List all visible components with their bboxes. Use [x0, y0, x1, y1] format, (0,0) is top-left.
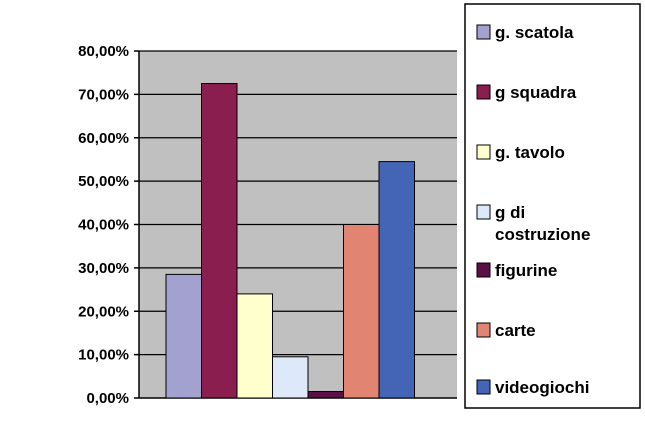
y-tick-label-2: 20,00%: [78, 303, 129, 320]
legend-swatch-videogiochi: [476, 379, 491, 395]
bar-g-scatola: [165, 273, 202, 399]
legend-swatch-g-scatola: [476, 24, 491, 40]
legend-label-figurine: figurine: [495, 261, 557, 280]
legend-box: [464, 3, 641, 409]
y-tick-label-5: 50,00%: [78, 173, 129, 190]
legend-swatch-carte: [476, 322, 491, 338]
bar-videogiochi: [378, 161, 415, 399]
legend-label-g-scatola: g. scatola: [495, 23, 574, 42]
legend-label-g-di-costruzione-1: costruzione: [495, 225, 590, 244]
y-tick-label-4: 40,00%: [78, 217, 129, 234]
y-tick-label-0: 0,00%: [86, 390, 129, 407]
bar-g-di-costruzione: [272, 356, 309, 399]
y-tick-label-3: 30,00%: [78, 260, 129, 277]
bar-g-squadra: [201, 83, 238, 399]
bar-carte: [343, 224, 380, 399]
y-tick-label-1: 10,00%: [78, 347, 129, 364]
legend-swatch-g-di-costruzione: [476, 204, 491, 220]
bar-figurine: [307, 390, 344, 399]
legend-label-carte: carte: [495, 321, 536, 340]
legend-swatch-g-tavolo: [476, 144, 491, 160]
legend-label-g-squadra: g squadra: [495, 83, 577, 102]
legend-label-videogiochi: videogiochi: [495, 378, 589, 397]
legend-label-g-tavolo: g. tavolo: [495, 143, 565, 162]
legend-label-g-di-costruzione-0: g di: [495, 203, 525, 222]
y-tick-label-7: 70,00%: [78, 86, 129, 103]
y-tick-label-8: 80,00%: [78, 43, 129, 60]
legend-swatch-g-squadra: [476, 84, 491, 100]
y-tick-label-6: 60,00%: [78, 130, 129, 147]
legend-swatch-figurine: [476, 262, 491, 278]
bar-g-tavolo: [236, 293, 273, 399]
